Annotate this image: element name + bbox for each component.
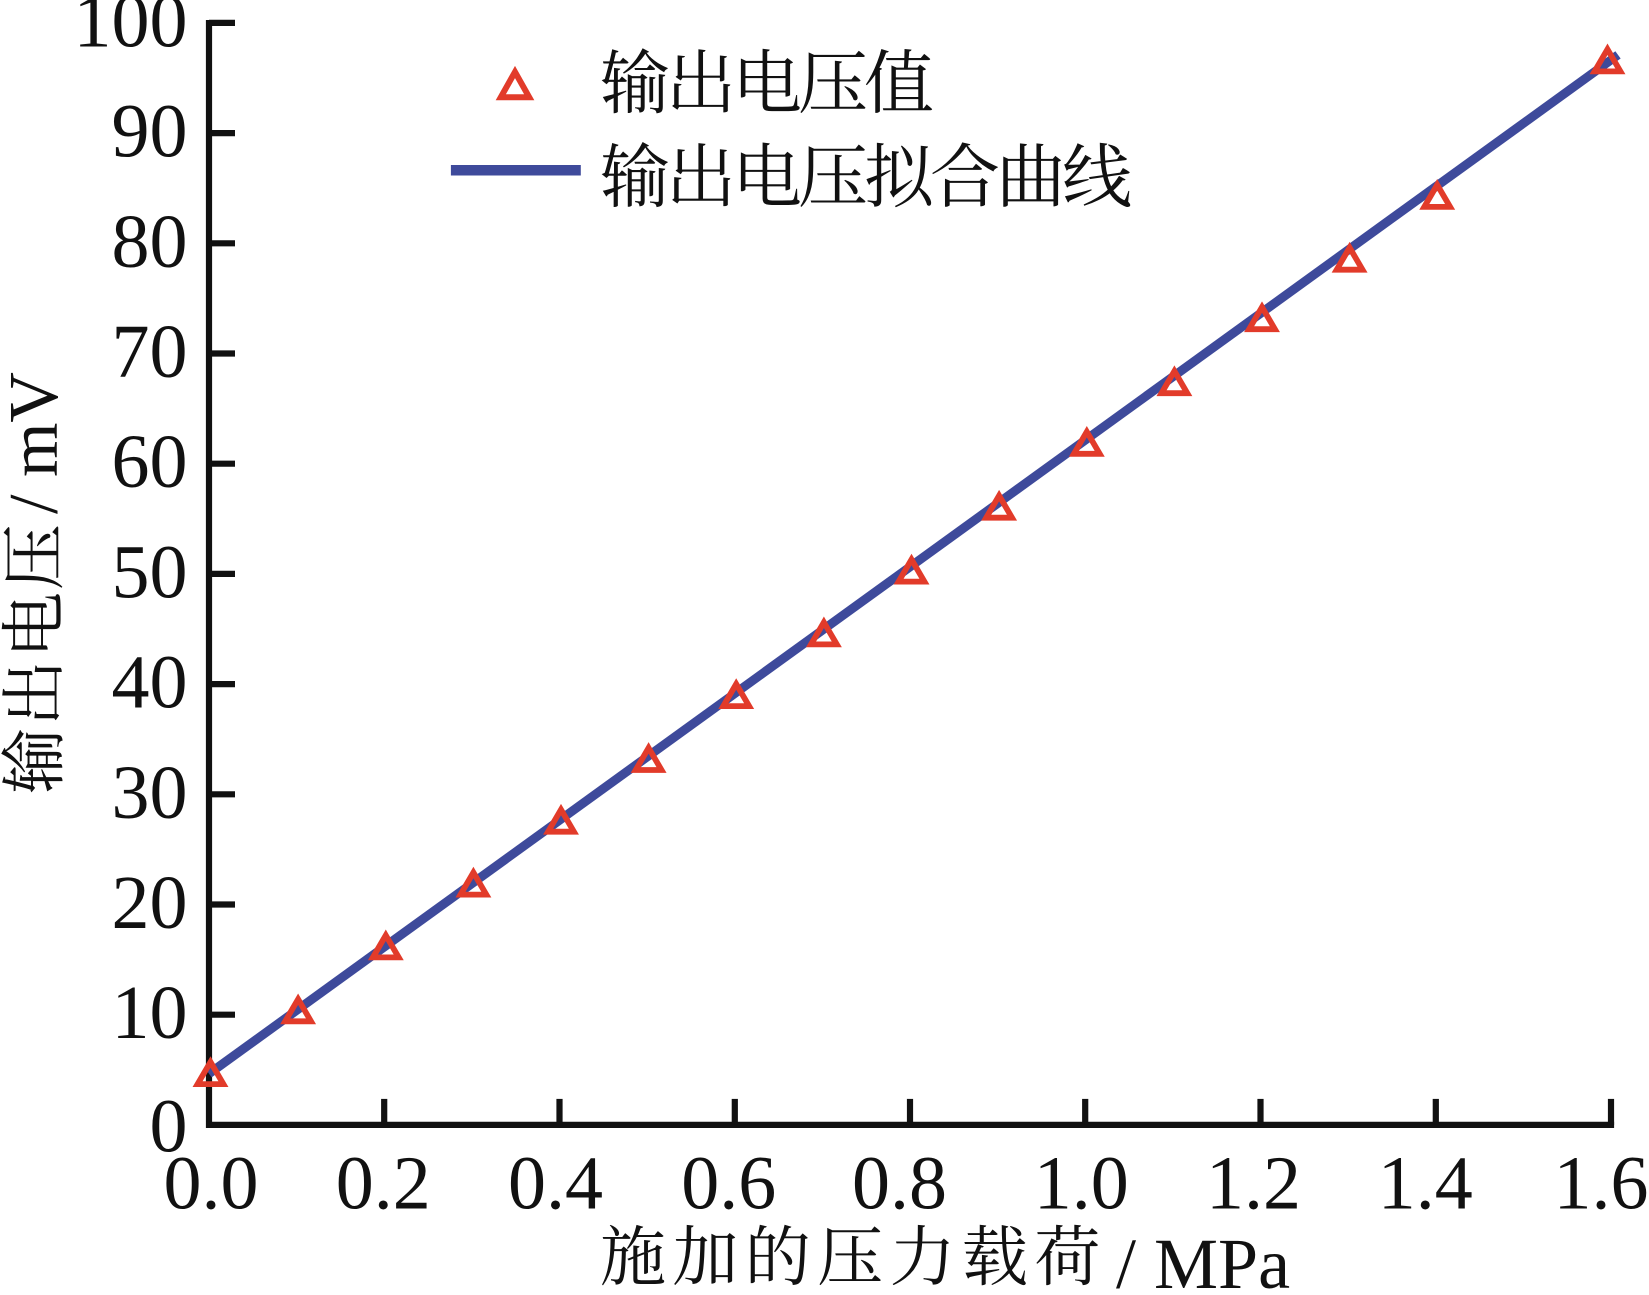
svg-text:40: 40 bbox=[112, 641, 188, 725]
svg-text:1.2: 1.2 bbox=[1206, 1142, 1301, 1226]
svg-text:0.6: 0.6 bbox=[681, 1142, 776, 1226]
svg-text:/ MPa: / MPa bbox=[1116, 1224, 1290, 1295]
svg-text:0.8: 0.8 bbox=[852, 1142, 947, 1226]
svg-text:/ mV: / mV bbox=[0, 372, 73, 514]
svg-text:0.4: 0.4 bbox=[508, 1142, 603, 1226]
svg-text:0: 0 bbox=[150, 1084, 188, 1168]
svg-text:30: 30 bbox=[112, 751, 188, 835]
svg-text:1.6: 1.6 bbox=[1554, 1142, 1649, 1226]
svg-text:10: 10 bbox=[112, 971, 188, 1055]
svg-text:1.4: 1.4 bbox=[1378, 1142, 1473, 1226]
svg-text:60: 60 bbox=[112, 420, 188, 504]
svg-text:90: 90 bbox=[112, 90, 188, 174]
svg-text:20: 20 bbox=[112, 861, 188, 945]
svg-text:0.2: 0.2 bbox=[336, 1142, 431, 1226]
svg-text:80: 80 bbox=[112, 200, 188, 284]
svg-text:70: 70 bbox=[112, 310, 188, 394]
svg-text:0.0: 0.0 bbox=[164, 1142, 259, 1226]
svg-text:100: 100 bbox=[74, 0, 188, 63]
svg-text:1.0: 1.0 bbox=[1034, 1142, 1129, 1226]
svg-text:50: 50 bbox=[112, 530, 188, 614]
